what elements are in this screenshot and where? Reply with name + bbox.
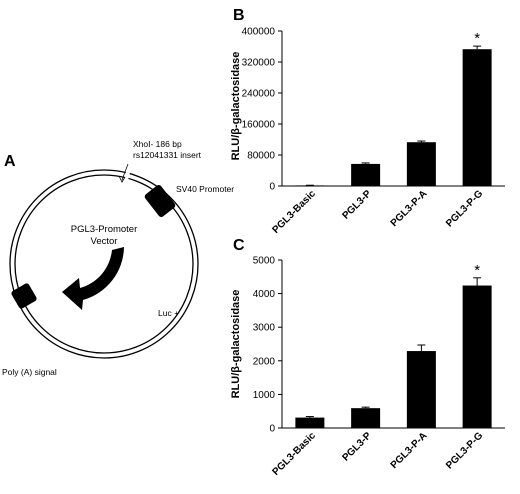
sv40-promoter-label: SV40 Promoter [176,184,234,194]
chart-c-y-tick-label: 3000 [253,323,276,334]
panel-a: A XhoI- 186 bp rs12041331 insert SV40 Pr… [2,139,234,377]
sv40-promoter-block [144,185,176,217]
chart-c-y-tick-label: 2000 [253,356,276,367]
panel-c-letter: C [233,237,245,254]
chart-b-ylabel: RLU/β-galactosidase [230,52,242,161]
chart-b-bar [351,163,381,186]
chart-c-bar [406,351,436,428]
chart-b-category-label: PGL3-P-G [444,188,485,229]
chart-c-category-label: PGL3-Basic [271,430,319,478]
chart-b-y-tick-label: 320000 [242,58,276,69]
chart-c-bar [351,408,381,428]
luc-label: Luc + [158,308,179,318]
vector-name-line2: Vector [91,236,118,247]
chart-c-bar [462,285,492,428]
chart-c-significance-label: * [474,262,480,279]
chart-c-bar [295,417,325,428]
insert-label-line1: XhoI- 186 bp [133,139,182,149]
chart-b-category-label: PGL3-P-A [389,188,430,229]
chart-b-y-tick-label: 160000 [242,120,276,131]
chart-b-y-tick-label: 400000 [242,27,276,38]
chart-c-y-tick-label: 1000 [253,390,276,401]
chart-c-y-tick-label: 4000 [253,289,276,300]
polya-signal-block [11,283,37,309]
chart-b-y-tick-label: 0 [269,182,275,193]
chart-b-bar [406,142,436,186]
chart-b-bar [462,49,492,187]
insert-label-line2: rs12041331 insert [133,150,202,160]
luc-gene-arrow [62,247,124,310]
chart-b-significance-label: * [474,30,480,47]
vector-name-line1: PGL3-Promoter [71,224,138,235]
insert-site-gap [123,169,131,183]
insert-arrow [121,163,129,181]
chart-b-plot: 0 80000 160000 240000 320000 400000 PGL3-Basic… [242,27,505,236]
chart-c-y-tick-label: 5000 [253,256,276,267]
insert-arrowhead [118,175,126,183]
chart-b-category-label: PGL3-Basic [271,188,319,236]
chart-c-plot: 0 1000 2000 3000 4000 5000 PGL3-Basic PGL3-P PGL… [253,256,505,478]
chart-b-category-label: PGL3-P [340,188,374,222]
chart-c-category-label: PGL3-P-A [389,430,430,471]
chart-c-ylabel: RLU/β-galactosidase [230,290,242,399]
chart-b-y-tick-label: 80000 [247,151,275,162]
polya-label: Poly (A) signal [2,367,57,377]
plasmid-outer-ring [9,169,199,359]
panel-b-letter: B [233,7,245,24]
chart-c-category-label: PGL3-P [340,430,374,464]
panel-b: B RLU/β-galactosidase 0 80000 160000 240000… [230,7,505,236]
panel-c: C RLU/β-galactosidase 0 1000 2000 3000 4000 5… [230,237,505,478]
chart-c-category-label: PGL3-P-G [444,430,485,471]
chart-c-y-tick-label: 0 [269,424,275,435]
chart-b-y-tick-label: 240000 [242,89,276,100]
plasmid-inner-ring [14,174,194,354]
panel-a-letter: A [4,153,16,170]
